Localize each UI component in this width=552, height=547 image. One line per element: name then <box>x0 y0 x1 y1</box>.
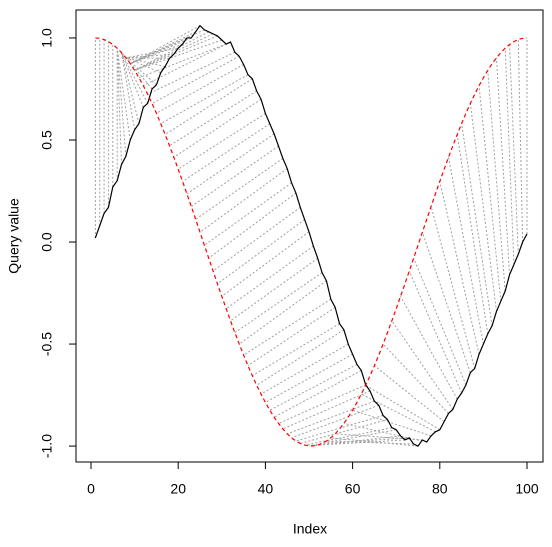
match-line <box>495 57 511 275</box>
match-line <box>195 157 284 220</box>
match-line <box>287 400 375 435</box>
match-line <box>212 206 301 272</box>
match-line <box>221 231 310 297</box>
match-line <box>322 437 410 444</box>
match-line <box>134 31 209 71</box>
match-line <box>147 51 236 95</box>
match-line <box>121 52 140 124</box>
match-line <box>199 168 288 233</box>
plot-box <box>75 9 544 463</box>
match-line <box>374 365 445 422</box>
y-tick-label: 0.5 <box>39 130 55 150</box>
match-line <box>234 272 323 334</box>
match-line <box>134 39 222 71</box>
match-line <box>121 52 144 108</box>
match-line <box>125 47 179 59</box>
match-line <box>173 98 262 158</box>
match-line <box>225 245 314 310</box>
match-line <box>291 404 379 439</box>
match-line <box>400 296 458 400</box>
x-tick-label: 100 <box>515 481 539 497</box>
match-line <box>260 343 349 395</box>
match-line <box>361 393 436 433</box>
match-line <box>217 219 305 285</box>
match-line <box>230 257 319 322</box>
match-line <box>121 52 136 130</box>
y-axis-label: Query value <box>6 198 22 274</box>
match-line <box>382 343 449 414</box>
match-line <box>138 43 227 79</box>
match-line <box>182 123 271 182</box>
y-tick-label: -1.0 <box>39 434 55 458</box>
match-line <box>238 280 327 345</box>
x-tick-label: 40 <box>258 481 274 497</box>
match-line <box>448 157 484 345</box>
match-line <box>134 33 214 71</box>
match-line <box>352 409 432 437</box>
match-line <box>125 57 170 59</box>
match-line <box>421 232 471 373</box>
match-line <box>129 25 201 65</box>
match-line <box>273 370 362 418</box>
x-axis-label: Index <box>293 521 327 537</box>
match-line <box>278 384 366 424</box>
match-line <box>439 181 480 355</box>
y-tick-label: 0.0 <box>39 232 55 252</box>
match-line <box>330 437 419 447</box>
match-line <box>365 384 441 431</box>
match-line <box>517 39 524 243</box>
match-line <box>125 53 174 59</box>
match-line <box>160 74 249 125</box>
x-tick-label: 80 <box>432 481 448 497</box>
match-line <box>125 57 157 86</box>
match-line <box>430 206 476 369</box>
match-line <box>391 320 454 410</box>
match-line <box>164 78 253 135</box>
match-line <box>186 133 275 195</box>
match-line <box>247 306 336 367</box>
match-line <box>317 439 405 446</box>
x-tick-label: 20 <box>170 481 186 497</box>
match-line <box>130 37 192 65</box>
match-line <box>121 52 149 104</box>
match-line <box>156 64 244 114</box>
match-line <box>116 48 131 141</box>
match-line <box>130 43 183 65</box>
match-line <box>151 55 240 104</box>
match-line <box>413 257 467 386</box>
match-line <box>509 44 519 255</box>
y-tick-label: 1.0 <box>39 28 55 48</box>
match-line <box>256 329 345 386</box>
x-tick-label: 60 <box>345 481 361 497</box>
match-line <box>295 414 384 442</box>
match-line <box>269 364 358 411</box>
match-line <box>469 103 497 312</box>
match-line <box>208 192 297 259</box>
match-line <box>134 35 218 71</box>
match-line <box>116 48 123 165</box>
match-line <box>504 48 515 265</box>
match-line <box>478 85 502 302</box>
match-line <box>243 298 332 356</box>
match-line <box>304 427 392 446</box>
match-line <box>177 113 266 170</box>
match-line <box>125 57 166 68</box>
match-line <box>252 323 340 377</box>
match-line <box>300 419 388 444</box>
match-line <box>204 182 292 246</box>
series-line <box>94 24 528 447</box>
y-tick-label: -0.5 <box>39 332 55 356</box>
match-line <box>326 440 414 445</box>
match-line <box>487 70 506 292</box>
match-line <box>130 29 205 65</box>
match-line <box>456 134 489 334</box>
x-tick-label: 0 <box>87 481 95 497</box>
match-line <box>265 353 353 403</box>
match-line <box>169 90 257 147</box>
series-line <box>95 37 528 447</box>
match-line <box>190 145 279 207</box>
match-line <box>335 433 423 441</box>
match-line <box>143 41 231 87</box>
